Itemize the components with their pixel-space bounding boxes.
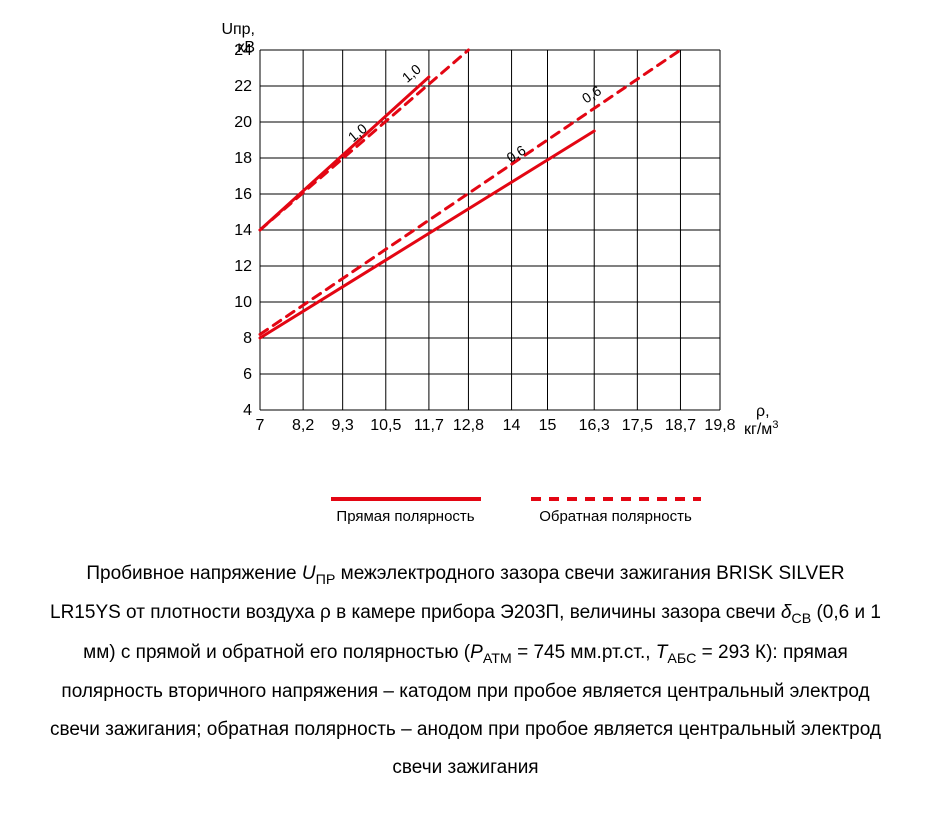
svg-text:16,3: 16,3 [579,417,610,434]
legend-dashed-line [531,495,701,503]
svg-text:1,0: 1,0 [345,120,370,145]
svg-text:ρ,: ρ, [756,403,770,420]
legend-solid: Прямая полярность [331,495,481,525]
svg-text:8,2: 8,2 [292,417,314,434]
caption-text: Пробивное напряжение UПР межэлектродного… [20,555,911,787]
svg-text:10: 10 [234,294,252,311]
svg-text:8: 8 [243,330,252,347]
svg-text:11,7: 11,7 [414,417,444,434]
svg-text:24: 24 [234,42,252,59]
svg-text:19,8: 19,8 [704,417,735,434]
svg-text:18,7: 18,7 [665,417,696,434]
legend-dashed-label: Обратная полярность [531,508,701,525]
line-chart: Uпр,кВ468101214161820222478,29,310,511,7… [170,20,870,480]
svg-text:10,5: 10,5 [370,417,401,434]
svg-text:6: 6 [243,366,252,383]
svg-text:14: 14 [503,417,521,434]
legend-solid-line [331,495,481,503]
legend: Прямая полярность Обратная полярность [120,495,911,525]
legend-solid-label: Прямая полярность [331,508,481,525]
svg-text:22: 22 [234,78,252,95]
chart-container: Uпр,кВ468101214161820222478,29,310,511,7… [170,20,911,485]
svg-text:16: 16 [234,186,252,203]
svg-text:1,0: 1,0 [399,61,424,86]
legend-dashed: Обратная полярность [531,495,701,525]
svg-text:18: 18 [234,150,252,167]
svg-text:Uпр,: Uпр, [221,21,255,38]
svg-text:7: 7 [256,417,265,434]
svg-text:4: 4 [243,402,252,419]
svg-text:20: 20 [234,114,252,131]
svg-text:17,5: 17,5 [622,417,653,434]
svg-text:12,8: 12,8 [453,417,484,434]
svg-text:0,6: 0,6 [504,142,529,166]
svg-text:14: 14 [234,222,252,239]
svg-text:15: 15 [539,417,557,434]
svg-text:кг/м3: кг/м3 [744,419,779,438]
svg-text:12: 12 [234,258,252,275]
svg-text:9,3: 9,3 [332,417,354,434]
